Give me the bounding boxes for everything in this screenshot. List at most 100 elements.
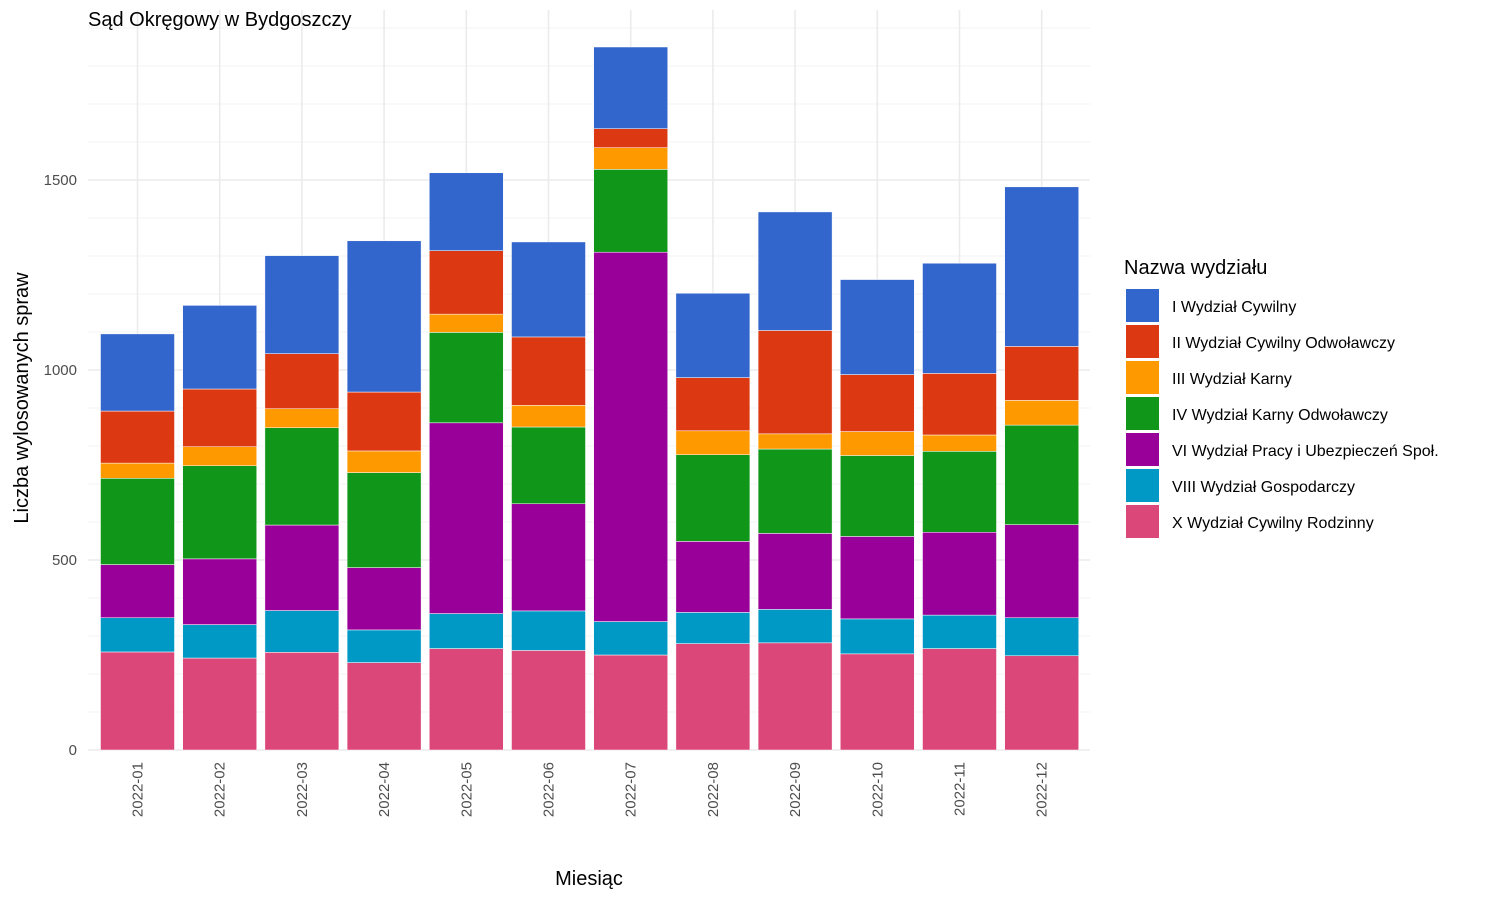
bar-segment: X Wydział Cywilny Rodzinny 2022-03: 257 xyxy=(264,652,340,751)
bar-segment: III Wydział Karny 2022-09: 40 xyxy=(757,433,833,450)
bar-segment: III Wydział Karny 2022-03: 50 xyxy=(264,408,340,429)
bar-segment: IV Wydział Karny Odwoławczy 2022-04: 250 xyxy=(346,472,422,568)
legend-swatch xyxy=(1126,505,1159,538)
bar-segment: I Wydział Cywilny 2022-12: 420 xyxy=(1004,186,1079,347)
x-tick-label: 2022-01 xyxy=(130,762,147,817)
bar-segment: I Wydział Cywilny 2022-03: 258 xyxy=(264,255,340,354)
bar-segment: VIII Wydział Gospodarczy 2022-11: 88 xyxy=(922,614,997,649)
bar-segment: VIII Wydział Gospodarczy 2022-04: 86 xyxy=(346,629,422,663)
x-axis-title: Miesiąc xyxy=(555,868,623,890)
bar-segment: IV Wydział Karny Odwoławczy 2022-03: 256 xyxy=(264,427,340,526)
bar-segment: X Wydział Cywilny Rodzinny 2022-08: 280 xyxy=(675,643,751,751)
bar-segment: II Wydział Cywilny Odwoławczy 2022-07: 5… xyxy=(593,128,668,148)
bar-segment: II Wydział Cywilny Odwoławczy 2022-02: 1… xyxy=(182,388,257,448)
bar-segment: IV Wydział Karny Odwoławczy 2022-01: 227 xyxy=(100,478,175,565)
x-axis-ticks: 2022-01 2022-02 2022-03 2022-04 2022-05 2022-… xyxy=(130,762,1051,817)
bar-segment: II Wydział Cywilny Odwoławczy 2022-12: 1… xyxy=(1004,346,1079,401)
bar-segment: X Wydział Cywilny Rodzinny 2022-01: 258 xyxy=(100,651,175,751)
bar-segment: X Wydział Cywilny Rodzinny 2022-06: 262 xyxy=(511,650,586,751)
x-tick-label: 2022-04 xyxy=(376,762,393,817)
bar-segment: IV Wydział Karny Odwoławczy 2022-11: 213 xyxy=(922,451,997,533)
legend-swatch xyxy=(1126,433,1159,466)
bar-segment: VIII Wydział Gospodarczy 2022-09: 88 xyxy=(757,609,833,644)
bar-segment: I Wydział Cywilny 2022-05: 205 xyxy=(429,172,504,251)
bar-segment: III Wydział Karny 2022-11: 43 xyxy=(922,434,997,452)
x-tick-label: 2022-10 xyxy=(869,762,886,817)
legend-label: I Wydział Cywilny xyxy=(1172,299,1296,316)
bar-segment: VIII Wydział Gospodarczy 2022-06: 104 xyxy=(511,610,586,651)
y-axis-title: Liczba wylosowanych spraw xyxy=(11,272,33,524)
legend: Nazwa wydziału I Wydział Cywilny II Wydzi… xyxy=(1124,257,1439,538)
bar-segment: VIII Wydział Gospodarczy 2022-05: 92 xyxy=(429,613,504,649)
bar-segment: II Wydział Cywilny Odwoławczy 2022-11: 1… xyxy=(922,373,997,436)
bar-segment: III Wydział Karny 2022-08: 63 xyxy=(675,430,751,455)
bar-segment: VI Wydział Pracy i Ubezpieczeń Społ. 202… xyxy=(182,558,257,625)
bar-segment: II Wydział Cywilny Odwoławczy 2022-08: 1… xyxy=(675,377,751,432)
bar-segment: III Wydział Karny 2022-04: 57 xyxy=(346,450,422,473)
legend-items: I Wydział Cywilny II Wydział Cywilny Odwo… xyxy=(1126,289,1439,538)
y-tick-label: 1500 xyxy=(44,172,77,189)
bar-segment: I Wydział Cywilny 2022-06: 250 xyxy=(511,241,586,338)
x-tick-label: 2022-03 xyxy=(294,762,311,817)
bar-segment: VIII Wydział Gospodarczy 2022-01: 90 xyxy=(100,617,175,653)
bar-segment: III Wydział Karny 2022-12: 65 xyxy=(1004,400,1079,426)
bar-segment: III Wydział Karny 2022-02: 50 xyxy=(182,446,257,467)
legend-swatch xyxy=(1126,469,1159,502)
bar-segment: VI Wydział Pracy i Ubezpieczeń Społ. 202… xyxy=(429,422,504,614)
bar-segment: I Wydział Cywilny 2022-08: 222 xyxy=(675,292,751,378)
legend-swatch xyxy=(1126,325,1159,358)
bar-segment: X Wydział Cywilny Rodzinny 2022-11: 267 xyxy=(922,648,997,751)
bar-segment: X Wydział Cywilny Rodzinny 2022-10: 253 xyxy=(840,653,915,751)
legend-label: II Wydział Cywilny Odwoławczy xyxy=(1172,335,1395,352)
bar-segment: X Wydział Cywilny Rodzinny 2022-05: 267 xyxy=(429,648,504,751)
bar-segment: VI Wydział Pracy i Ubezpieczeń Społ. 202… xyxy=(264,524,340,611)
legend-label: VI Wydział Pracy i Ubezpieczeń Społ. xyxy=(1172,443,1439,460)
x-tick-label: 2022-09 xyxy=(787,762,804,817)
bar-segment: II Wydział Cywilny Odwoławczy 2022-01: 1… xyxy=(100,410,175,464)
bar-segment: II Wydział Cywilny Odwoławczy 2022-04: 1… xyxy=(346,391,422,452)
bar-segment: I Wydział Cywilny 2022-09: 312 xyxy=(757,211,833,331)
legend-label: IV Wydział Karny Odwoławczy xyxy=(1172,407,1388,424)
bar-segment: IV Wydział Karny Odwoławczy 2022-08: 228 xyxy=(675,454,751,542)
bar-segment: VIII Wydział Gospodarczy 2022-08: 82 xyxy=(675,612,751,644)
legend-label: VIII Wydział Gospodarczy xyxy=(1172,479,1355,496)
bar-segment: VIII Wydział Gospodarczy 2022-07: 88 xyxy=(593,621,668,656)
legend-title: Nazwa wydziału xyxy=(1124,257,1267,279)
bar-segment: III Wydział Karny 2022-10: 63 xyxy=(840,431,915,456)
bar-segment: VI Wydział Pracy i Ubezpieczeń Społ. 202… xyxy=(922,532,997,616)
bar-segment: VI Wydział Pracy i Ubezpieczeń Społ. 202… xyxy=(100,564,175,619)
legend-label: X Wydział Cywilny Rodzinny xyxy=(1172,515,1374,532)
bar-segment: VI Wydział Pracy i Ubezpieczeń Społ. 202… xyxy=(757,533,833,610)
bar-segment: VI Wydział Pracy i Ubezpieczeń Społ. 202… xyxy=(511,503,586,612)
bar-segment: IV Wydział Karny Odwoławczy 2022-02: 245 xyxy=(182,465,257,560)
bar-segment: VI Wydział Pracy i Ubezpieczeń Społ. 202… xyxy=(675,541,751,613)
bar-segment: IV Wydział Karny Odwoławczy 2022-09: 222 xyxy=(757,448,833,534)
bar-segment: VI Wydział Pracy i Ubezpieczeń Społ. 202… xyxy=(840,536,915,620)
bar-segment: I Wydział Cywilny 2022-11: 290 xyxy=(922,262,997,374)
bar-segment: X Wydział Cywilny Rodzinny 2022-04: 230 xyxy=(346,662,422,751)
y-tick-label: 500 xyxy=(52,552,77,569)
bar-segment: VI Wydział Pracy i Ubezpieczeń Społ. 202… xyxy=(593,251,668,622)
bar-segment: I Wydział Cywilny 2022-04: 398 xyxy=(346,240,422,393)
bar-segment: I Wydział Cywilny 2022-01: 203 xyxy=(100,333,175,412)
bar-segment: X Wydział Cywilny Rodzinny 2022-09: 282 xyxy=(757,642,833,751)
chart-title: Sąd Okręgowy w Bydgoszczy xyxy=(88,9,351,31)
x-tick-label: 2022-07 xyxy=(623,762,640,817)
bar-segment: IV Wydział Karny Odwoławczy 2022-12: 262 xyxy=(1004,424,1079,525)
bars: X Wydział Cywilny Rodzinny 2022-01: 258V… xyxy=(100,46,1079,751)
bar-segment: X Wydział Cywilny Rodzinny 2022-02: 242 xyxy=(182,657,257,751)
bar-segment: VIII Wydział Gospodarczy 2022-10: 92 xyxy=(840,618,915,655)
bar-segment: I Wydział Cywilny 2022-07: 215 xyxy=(593,46,668,129)
bar-segment: VIII Wydział Gospodarczy 2022-02: 88 xyxy=(182,624,257,659)
x-tick-label: 2022-08 xyxy=(705,762,722,817)
bar-segment: IV Wydział Karny Odwoławczy 2022-07: 218 xyxy=(593,169,668,253)
bar-segment: II Wydział Cywilny Odwoławczy 2022-03: 1… xyxy=(264,353,340,410)
bar-segment: III Wydział Karny 2022-06: 57 xyxy=(511,405,586,428)
y-axis-ticks: 0 500 1000 1500 xyxy=(44,172,77,759)
bar-segment: IV Wydział Karny Odwoławczy 2022-06: 202 xyxy=(511,426,586,505)
bar-segment: IV Wydział Karny Odwoławczy 2022-10: 213 xyxy=(840,455,915,537)
bar-segment: III Wydział Karny 2022-01: 40 xyxy=(100,462,175,479)
legend-swatch xyxy=(1126,289,1159,322)
bar-segment: III Wydział Karny 2022-07: 57 xyxy=(593,147,668,170)
